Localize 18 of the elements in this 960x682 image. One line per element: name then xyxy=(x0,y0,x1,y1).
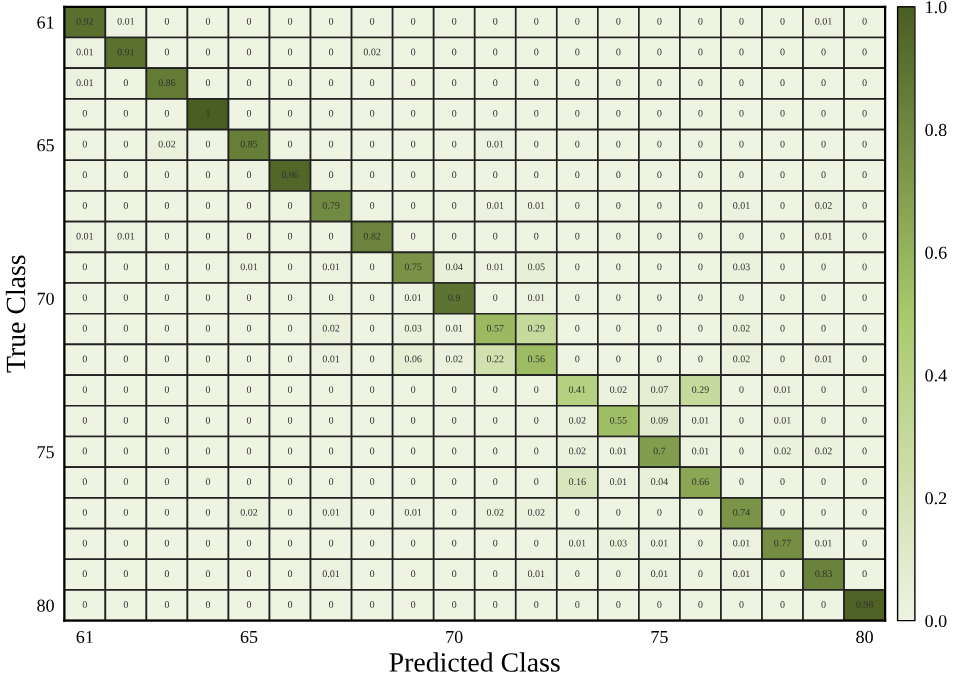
color-bar-label: 0.4 xyxy=(925,369,947,382)
color-bar-label: 1.0 xyxy=(926,1,947,14)
y-tick-label: 65 xyxy=(37,139,54,152)
y-tick-label: 75 xyxy=(37,446,54,459)
color-bar-label: 0.0 xyxy=(925,614,947,628)
x-tick-label: 61 xyxy=(76,630,93,644)
y-tick-label: 61 xyxy=(37,16,54,29)
color-bar-label: 0.8 xyxy=(925,123,947,137)
x-tick-label: 65 xyxy=(240,630,258,644)
x-tick-label: 75 xyxy=(651,631,668,644)
x-axis-title: Predicted Class xyxy=(389,652,560,672)
y-tick-label: 80 xyxy=(37,599,54,612)
x-tick-label: 80 xyxy=(856,630,873,644)
x-tick-label: 70 xyxy=(446,630,463,644)
y-axis-title: True Class xyxy=(5,255,26,373)
color-bar-label: 0.6 xyxy=(925,246,947,259)
color-bar-label: 0.2 xyxy=(925,492,947,505)
y-tick-label: 70 xyxy=(37,292,54,305)
